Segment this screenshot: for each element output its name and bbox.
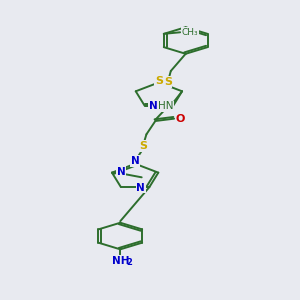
Text: CH₃: CH₃: [182, 28, 198, 37]
Text: N: N: [136, 183, 145, 193]
Text: N: N: [131, 156, 140, 166]
Text: N: N: [116, 167, 125, 177]
Text: S: S: [155, 76, 163, 85]
Text: S: S: [164, 77, 172, 87]
Text: N: N: [148, 100, 157, 111]
Text: O: O: [176, 114, 185, 124]
Text: HN: HN: [158, 101, 173, 111]
Text: S: S: [140, 141, 148, 151]
Text: NH: NH: [112, 256, 129, 266]
Text: 2: 2: [127, 258, 133, 267]
Text: N: N: [160, 100, 169, 111]
